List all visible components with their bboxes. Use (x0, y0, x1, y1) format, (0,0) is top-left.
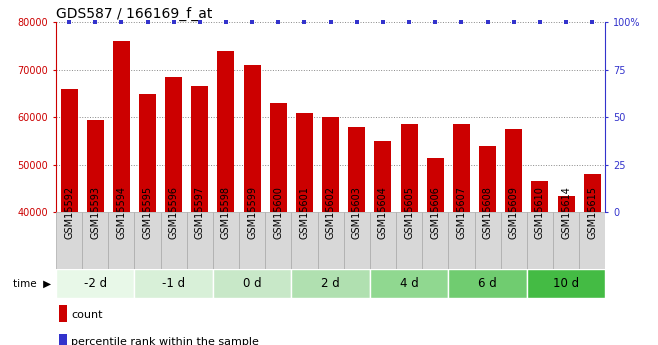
Bar (348, 127, 365, 212)
Text: GSM15595: GSM15595 (143, 186, 153, 239)
Text: GSM15594: GSM15594 (116, 187, 126, 239)
Bar (239, 212, 265, 269)
Text: -2 d: -2 d (84, 277, 107, 290)
Bar (579, 212, 605, 269)
Bar (139, 93, 156, 212)
Bar (56, 212, 82, 269)
Bar (322, 117, 339, 212)
Bar (422, 212, 448, 269)
Text: GSM15605: GSM15605 (404, 187, 414, 239)
Bar (291, 212, 318, 269)
Bar (243, 65, 261, 212)
Text: GSM15610: GSM15610 (535, 187, 545, 239)
Text: GSM15608: GSM15608 (482, 187, 493, 239)
Bar (401, 125, 418, 212)
Text: percentile rank within the sample: percentile rank within the sample (71, 337, 259, 345)
Bar (448, 269, 527, 298)
Bar (448, 212, 474, 269)
Text: GSM15597: GSM15597 (195, 186, 205, 239)
Bar (270, 103, 287, 212)
Text: time  ▶: time ▶ (13, 279, 51, 289)
Bar (165, 77, 182, 212)
Bar (265, 212, 291, 269)
Bar (527, 212, 553, 269)
Bar (532, 181, 549, 212)
Bar (61, 89, 78, 212)
Bar (527, 269, 605, 298)
Bar (59, 305, 68, 322)
Bar (474, 212, 501, 269)
Text: 2 d: 2 d (321, 277, 340, 290)
Bar (213, 269, 291, 298)
Bar (113, 41, 130, 212)
Bar (453, 125, 470, 212)
Text: GSM15596: GSM15596 (168, 187, 179, 239)
Text: GSM15599: GSM15599 (247, 187, 257, 239)
Text: 0 d: 0 d (243, 277, 261, 290)
Text: GSM15603: GSM15603 (352, 187, 362, 239)
Bar (59, 334, 68, 345)
Bar (427, 158, 443, 212)
Bar (557, 196, 574, 212)
Bar (505, 129, 522, 212)
Text: GSM15602: GSM15602 (326, 187, 336, 239)
Bar (370, 269, 448, 298)
Bar (501, 212, 527, 269)
Bar (213, 212, 239, 269)
Text: GSM15601: GSM15601 (299, 187, 309, 239)
Text: GDS587 / 166169_f_at: GDS587 / 166169_f_at (56, 7, 213, 21)
Bar (56, 269, 134, 298)
Text: GSM15600: GSM15600 (273, 187, 284, 239)
Bar (87, 120, 104, 212)
Bar (584, 174, 601, 212)
Text: 6 d: 6 d (478, 277, 497, 290)
Bar (109, 212, 134, 269)
Text: GSM15615: GSM15615 (588, 187, 597, 239)
Text: GSM15609: GSM15609 (509, 187, 519, 239)
Text: -1 d: -1 d (162, 277, 186, 290)
Text: GSM15614: GSM15614 (561, 187, 571, 239)
Bar (553, 212, 579, 269)
Text: GSM15598: GSM15598 (221, 187, 231, 239)
Bar (396, 212, 422, 269)
Text: GSM15593: GSM15593 (90, 187, 100, 239)
Bar (218, 51, 234, 212)
Bar (82, 212, 109, 269)
Text: GSM15606: GSM15606 (430, 187, 440, 239)
Text: GSM15607: GSM15607 (457, 187, 467, 239)
Bar (370, 212, 396, 269)
Bar (318, 212, 343, 269)
Bar (161, 212, 187, 269)
Bar (134, 212, 161, 269)
Bar (291, 269, 370, 298)
Bar (374, 141, 392, 212)
Text: count: count (71, 310, 103, 320)
Text: 4 d: 4 d (400, 277, 418, 290)
Bar (343, 212, 370, 269)
Text: GSM15592: GSM15592 (64, 186, 74, 239)
Bar (191, 87, 209, 212)
Bar (134, 269, 213, 298)
Text: 10 d: 10 d (553, 277, 579, 290)
Bar (187, 212, 213, 269)
Bar (479, 146, 496, 212)
Bar (296, 112, 313, 212)
Text: GSM15604: GSM15604 (378, 187, 388, 239)
